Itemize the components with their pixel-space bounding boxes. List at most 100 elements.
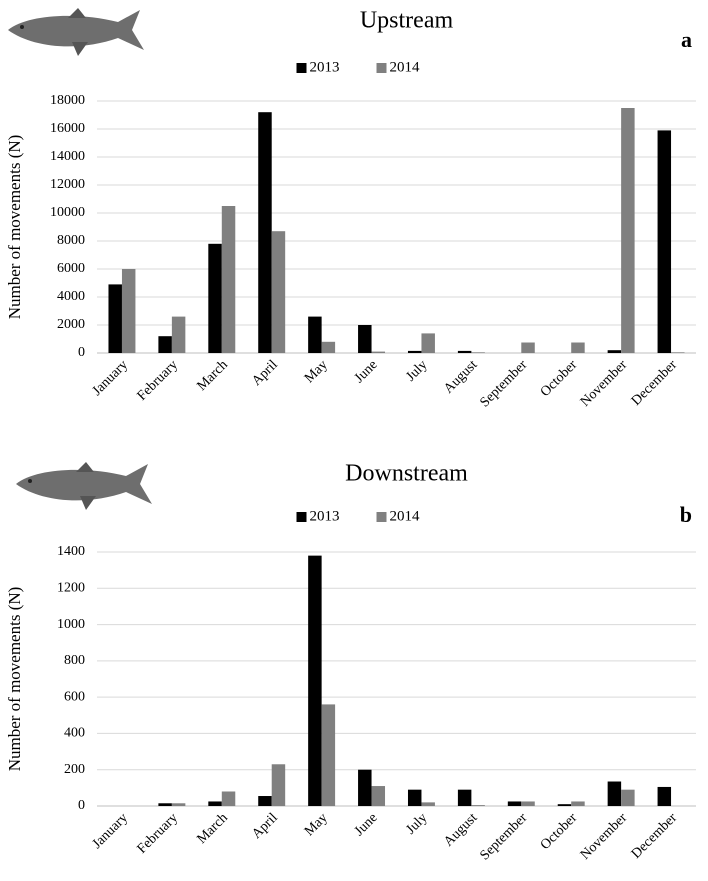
bar bbox=[271, 764, 286, 806]
bar bbox=[621, 108, 635, 353]
bar bbox=[258, 796, 272, 806]
x-tick-label: July bbox=[403, 357, 430, 384]
bar bbox=[621, 789, 635, 806]
bar bbox=[471, 805, 485, 806]
bar bbox=[657, 786, 672, 806]
y-tick-label: 800 bbox=[64, 653, 85, 668]
y-tick-label: 2000 bbox=[57, 317, 85, 332]
bar bbox=[208, 801, 222, 806]
y-tick-label: 12000 bbox=[50, 177, 85, 192]
x-tick-label: November bbox=[578, 357, 631, 410]
bar bbox=[108, 284, 122, 353]
x-tick-label: November bbox=[578, 810, 631, 863]
bar bbox=[421, 802, 435, 806]
x-tick-label: December bbox=[629, 810, 681, 862]
x-tick-label: August bbox=[441, 357, 480, 396]
x-tick-label: April bbox=[249, 357, 281, 389]
bar bbox=[557, 804, 572, 806]
legend-swatch bbox=[376, 512, 387, 522]
x-tick-label: October bbox=[538, 810, 581, 853]
y-axis-label: Number of movements (N) bbox=[5, 587, 24, 772]
x-tick-label: June bbox=[352, 357, 381, 386]
y-tick-label: 4000 bbox=[57, 289, 85, 304]
bar bbox=[521, 801, 535, 806]
legend-label: 2013 bbox=[310, 508, 340, 524]
panel-label: b bbox=[680, 502, 692, 527]
legend-swatch bbox=[376, 63, 387, 73]
y-tick-label: 1000 bbox=[57, 617, 85, 632]
y-tick-label: 14000 bbox=[50, 149, 85, 164]
x-tick-label: June bbox=[352, 810, 381, 839]
y-tick-label: 0 bbox=[78, 798, 85, 813]
bar bbox=[208, 243, 222, 353]
y-tick-label: 18000 bbox=[50, 93, 85, 108]
bar bbox=[371, 351, 386, 353]
x-tick-label: January bbox=[90, 810, 131, 851]
x-tick-label: August bbox=[441, 810, 480, 849]
bar bbox=[571, 342, 585, 353]
legend-label: 2013 bbox=[310, 59, 340, 75]
x-tick-label: March bbox=[194, 357, 230, 393]
bar bbox=[308, 555, 322, 806]
bar bbox=[271, 231, 286, 353]
fish-icon bbox=[8, 8, 144, 56]
legend-swatch bbox=[296, 63, 307, 73]
y-tick-label: 8000 bbox=[57, 233, 85, 248]
bar bbox=[358, 769, 372, 806]
chart-title: Upstream bbox=[360, 8, 454, 34]
legend-label: 2014 bbox=[390, 508, 421, 524]
x-tick-label: September bbox=[477, 357, 530, 410]
bar bbox=[457, 350, 472, 353]
bar bbox=[358, 325, 372, 353]
bar bbox=[457, 789, 472, 806]
fish-icon bbox=[16, 462, 152, 510]
x-tick-label: December bbox=[629, 357, 681, 409]
y-tick-label: 16000 bbox=[50, 121, 85, 136]
bar bbox=[421, 333, 435, 353]
y-tick-label: 400 bbox=[64, 726, 85, 741]
bar bbox=[158, 336, 172, 353]
y-tick-label: 0 bbox=[78, 345, 85, 360]
x-tick-label: May bbox=[302, 357, 331, 386]
bar bbox=[407, 350, 422, 353]
x-tick-label: July bbox=[403, 810, 430, 837]
bar bbox=[371, 786, 386, 806]
bar bbox=[571, 801, 585, 806]
bar bbox=[521, 342, 535, 353]
bar bbox=[308, 316, 322, 353]
bar bbox=[158, 803, 172, 806]
bar bbox=[607, 350, 622, 353]
bar bbox=[221, 791, 236, 806]
x-tick-label: May bbox=[302, 810, 331, 839]
x-tick-label: October bbox=[538, 357, 581, 400]
bar bbox=[171, 803, 186, 806]
bar bbox=[607, 781, 622, 806]
x-tick-label: September bbox=[477, 810, 530, 863]
bar bbox=[221, 206, 236, 353]
y-tick-label: 1400 bbox=[57, 544, 85, 559]
bar bbox=[258, 112, 272, 353]
legend-swatch bbox=[296, 512, 307, 522]
y-tick-label: 1200 bbox=[57, 581, 85, 596]
bar bbox=[321, 704, 336, 806]
y-tick-label: 200 bbox=[64, 762, 85, 777]
bar bbox=[471, 352, 485, 353]
x-tick-label: January bbox=[90, 357, 131, 398]
chart-title: Downstream bbox=[345, 461, 468, 487]
bar bbox=[507, 801, 522, 806]
bar bbox=[657, 130, 672, 353]
y-tick-label: 10000 bbox=[50, 205, 85, 220]
y-tick-label: 6000 bbox=[57, 261, 85, 276]
bar bbox=[671, 352, 685, 353]
x-tick-label: April bbox=[249, 810, 281, 842]
panel-label: a bbox=[681, 27, 692, 52]
x-tick-label: March bbox=[194, 810, 230, 846]
legend-label: 2014 bbox=[390, 59, 421, 75]
bar bbox=[407, 789, 422, 806]
x-tick-label: February bbox=[135, 810, 181, 856]
y-tick-label: 600 bbox=[64, 689, 85, 704]
bar bbox=[121, 269, 136, 353]
y-axis-label: Number of movements (N) bbox=[5, 135, 24, 320]
bar bbox=[321, 341, 336, 353]
